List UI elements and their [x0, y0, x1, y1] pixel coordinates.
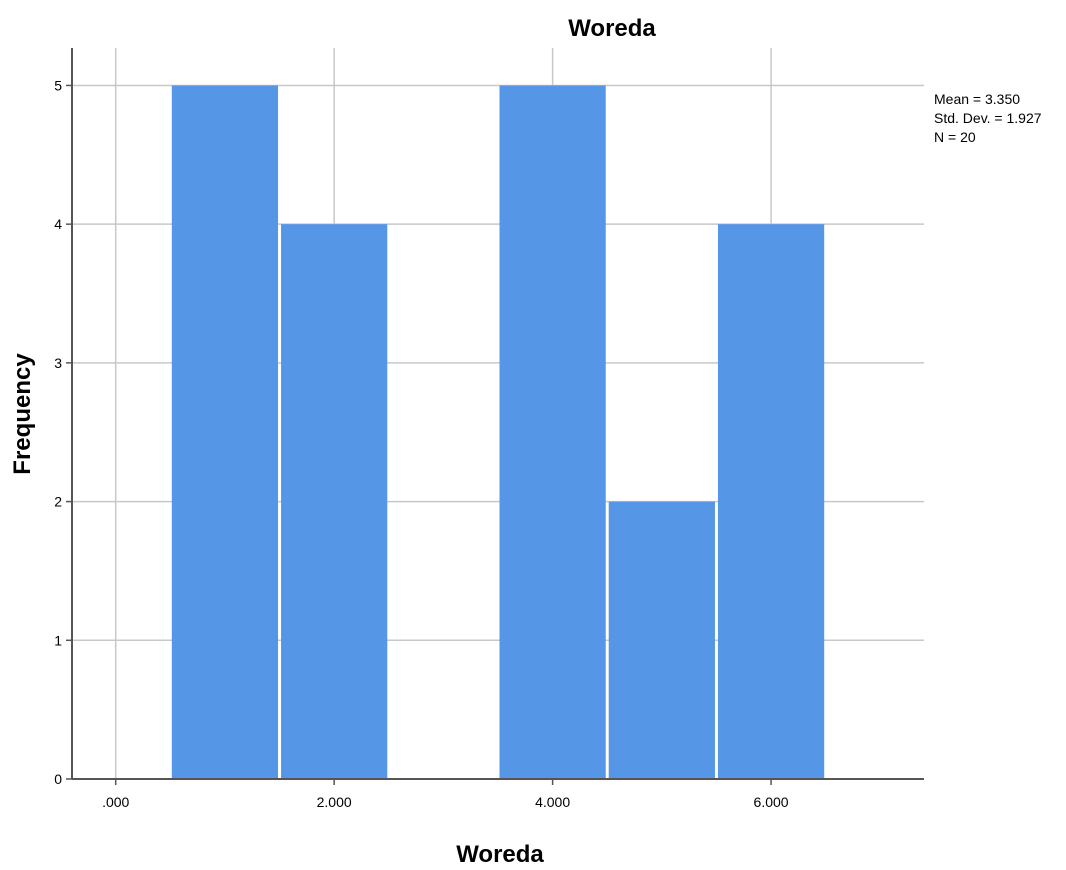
x-tick-label-3: 6.000 [754, 794, 789, 810]
x-tick-label-2: 4.000 [535, 794, 570, 810]
chart-title: Woreda [568, 15, 656, 42]
y-axis-label: Frequency [9, 353, 36, 475]
histogram-bar-0 [171, 85, 279, 780]
stats-mean: Mean = 3.350 [934, 91, 1020, 107]
stats-std-dev: Std. Dev. = 1.927 [934, 110, 1042, 126]
histogram-bar-1 [281, 224, 388, 780]
y-tick-label-3: 3 [54, 355, 62, 371]
stats-box: Mean = 3.350 Std. Dev. = 1.927 N = 20 [934, 91, 1042, 145]
y-tick-label-2: 2 [54, 494, 62, 510]
bars [171, 85, 825, 780]
stats-n: N = 20 [934, 129, 976, 145]
y-tick-label-0: 0 [54, 771, 62, 787]
y-tick-label-1: 1 [54, 632, 62, 648]
x-tick-label-1: 2.000 [317, 794, 352, 810]
x-tick-label-0: .000 [102, 794, 129, 810]
histogram-bar-3 [499, 85, 606, 780]
y-tick-label-4: 4 [54, 216, 62, 232]
tick-labels: 0 1 2 3 4 5 .000 2.000 4.000 6.000 [54, 77, 789, 810]
y-tick-label-5: 5 [54, 77, 62, 93]
histogram-bar-5 [717, 224, 825, 780]
histogram-bar-4 [608, 501, 715, 779]
x-axis-label: Woreda [456, 841, 544, 868]
